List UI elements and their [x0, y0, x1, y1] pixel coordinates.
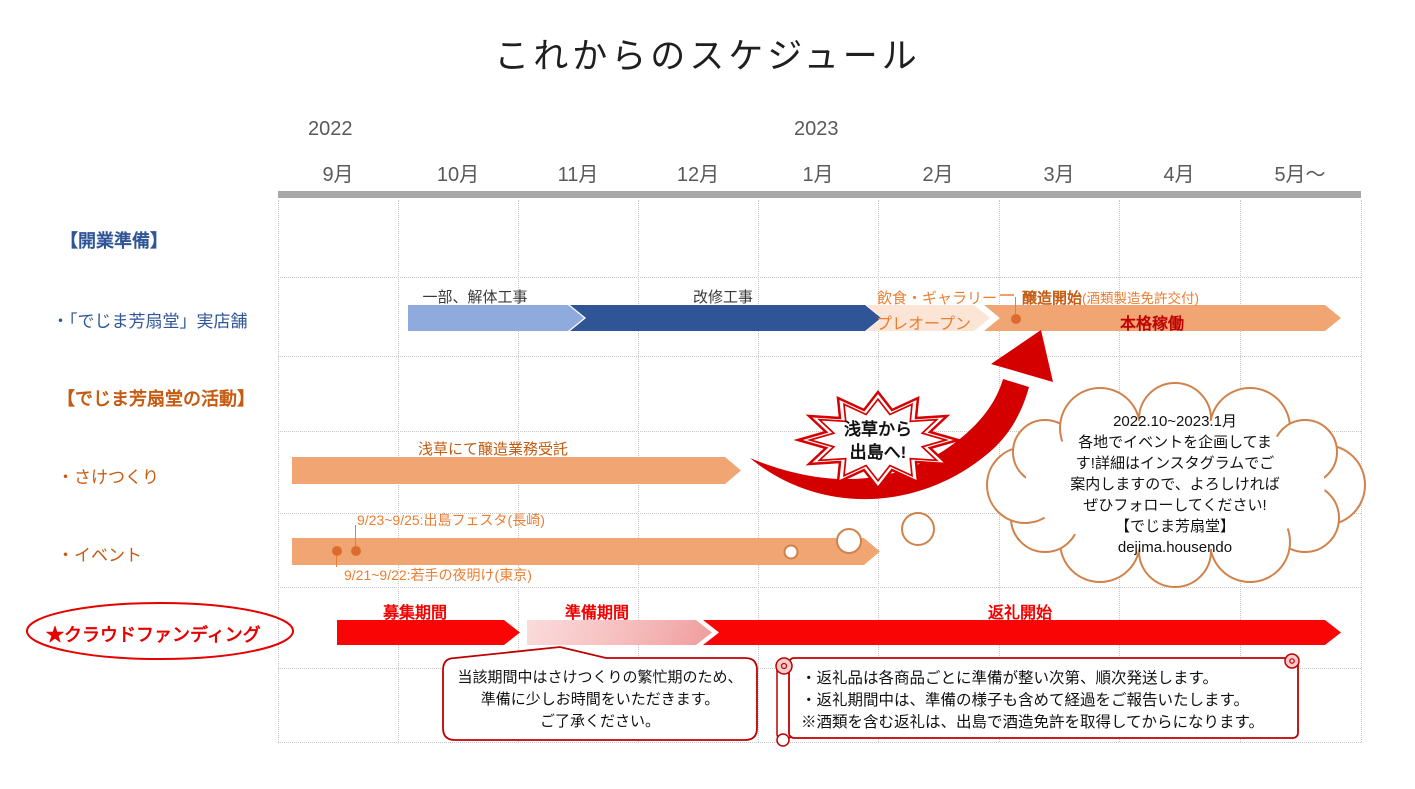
cloud-line: 2022.10~2023.1月	[1113, 413, 1237, 430]
renovation-label: 改修工事	[692, 289, 753, 306]
starburst-shape	[793, 389, 963, 491]
grid-line-horizontal	[278, 277, 1361, 278]
row-label-crowdfunding: ★クラウドファンディング	[46, 625, 261, 645]
month-label: 11月	[557, 164, 599, 186]
grid-line-vertical	[758, 200, 759, 742]
cf-recruit-label: 募集期間	[382, 605, 447, 622]
cloud-trail-circle	[783, 544, 799, 560]
bubble-line: 当該期間中はさけつくりの繁忙期のため、	[457, 669, 743, 686]
brew-start-note: (酒類製造免許交付)	[1082, 291, 1200, 306]
cf-prep-label: 準備期間	[564, 605, 629, 622]
starburst-text: 浅草から 出島へ!	[813, 418, 943, 464]
cloud-line: す!詳細はインスタグラムでご	[1075, 455, 1275, 472]
bubble-line: 準備に少しお時間をいただきます。	[480, 691, 720, 708]
scroll-note-shape	[775, 653, 1300, 747]
page-title: これからのスケジュール	[494, 37, 921, 76]
timeline-axis-bar	[278, 191, 1361, 198]
row-label-activities: 【でじま芳扇堂の活動】	[57, 389, 255, 409]
brew-start-label: 醸造開始(酒類製造免許交付)	[1022, 287, 1199, 308]
bubble-line: ご了承ください。	[539, 713, 660, 730]
demolition-label: 一部、解体工事	[422, 289, 528, 306]
preopen-label: プレオープン	[876, 316, 972, 333]
bar-demolition	[408, 305, 584, 331]
grid-line-vertical	[278, 200, 279, 742]
cloud-trail-circle	[836, 528, 862, 554]
bar-cf-prep	[527, 620, 712, 645]
event-lower-dot	[332, 546, 342, 556]
event-lower-leader-line	[336, 556, 337, 567]
cloud-line: ぜひフォローしてください!	[1083, 497, 1267, 514]
speech-bubble-shape	[442, 646, 758, 741]
grid-line-horizontal	[278, 431, 1361, 432]
event-lower-label: 9/21~9/22:若手の夜明け(東京)	[344, 567, 532, 583]
bar-cf-recruit	[337, 620, 520, 645]
grid-line-horizontal	[278, 356, 1361, 357]
cloud-line: dejima.housendo	[1117, 539, 1233, 556]
month-label: 1月	[802, 164, 834, 186]
bar-full-operation	[984, 305, 1341, 331]
crowdfunding-highlight-ellipse	[26, 602, 294, 660]
row-label-events: ・イベント	[57, 546, 142, 565]
grid-line-horizontal	[278, 513, 1361, 514]
scroll-line: ・返礼品は各商品ごとに準備が整い次第、順次発送します。	[801, 670, 1218, 687]
grid-line-horizontal	[278, 587, 1361, 588]
month-label: 10月	[436, 164, 480, 186]
year-label-2022: 2022	[308, 118, 353, 140]
month-label: 5月〜	[1274, 164, 1326, 186]
row-label-opening-prep: 【開業準備】	[60, 231, 168, 251]
month-label: 9月	[322, 164, 354, 186]
brew-start-leader-line	[1015, 297, 1016, 314]
row-label-store: ・「でじま芳扇堂」実店舗	[52, 312, 248, 331]
bubble-text: 当該期間中はさけつくりの繁忙期のため、 準備に少しお時間をいただきます。 ご了承…	[450, 667, 750, 733]
starburst-line: 浅草から	[844, 420, 912, 439]
month-label: 4月	[1163, 164, 1195, 186]
cloud-trail-circle	[901, 512, 935, 546]
event-upper-leader-line	[355, 525, 356, 546]
brew-start-dot	[1011, 314, 1021, 324]
event-upper-dot	[351, 546, 361, 556]
scroll-line: ※酒類を含む返礼は、出島で酒造免許を取得してからになります。	[801, 714, 1264, 731]
brew-start-label-bold: 醸造開始	[1022, 290, 1083, 307]
sake-bar-label: 浅草にて醸造業務受託	[417, 441, 568, 458]
starburst-line: 出島へ!	[849, 443, 907, 462]
gallery-label: 飲食・ギャラリー	[877, 290, 998, 307]
cloud-line: 【でじま芳扇堂】	[1114, 518, 1235, 535]
grid-line-horizontal	[278, 742, 1361, 743]
bar-preopen	[866, 305, 990, 331]
month-label: 3月	[1043, 164, 1075, 186]
scroll-line: ・返礼期間中は、準備の様子も含めて経過をご報告いたします。	[801, 692, 1249, 709]
cloud-line: 各地でイベントを企画してま	[1078, 434, 1272, 451]
bar-sake-asakusa	[292, 457, 741, 484]
bar-cf-return	[703, 620, 1341, 645]
year-label-2023: 2023	[794, 118, 839, 140]
cf-return-label: 返礼開始	[987, 605, 1052, 622]
month-label: 2月	[922, 164, 954, 186]
full-operation-label: 本格稼働	[1119, 316, 1184, 333]
red-swoosh-arrow	[750, 330, 1053, 500]
bar-events	[292, 538, 880, 565]
month-label: 12月	[676, 164, 720, 186]
scroll-text: ・返礼品は各商品ごとに準備が整い次第、順次発送します。 ・返礼期間中は、準備の様…	[801, 668, 1293, 734]
cloud-line: 案内しますので、よろしければ	[1070, 476, 1280, 493]
event-upper-label: 9/23~9/25:出島フェスタ(長崎)	[357, 512, 545, 528]
bar-renovation	[570, 305, 881, 331]
cloud-text: 2022.10~2023.1月 各地でイベントを企画してま す!詳細はインスタグ…	[1035, 411, 1315, 558]
row-label-sake: ・さけつくり	[57, 468, 159, 487]
cloud-callout-shape	[783, 382, 1366, 588]
